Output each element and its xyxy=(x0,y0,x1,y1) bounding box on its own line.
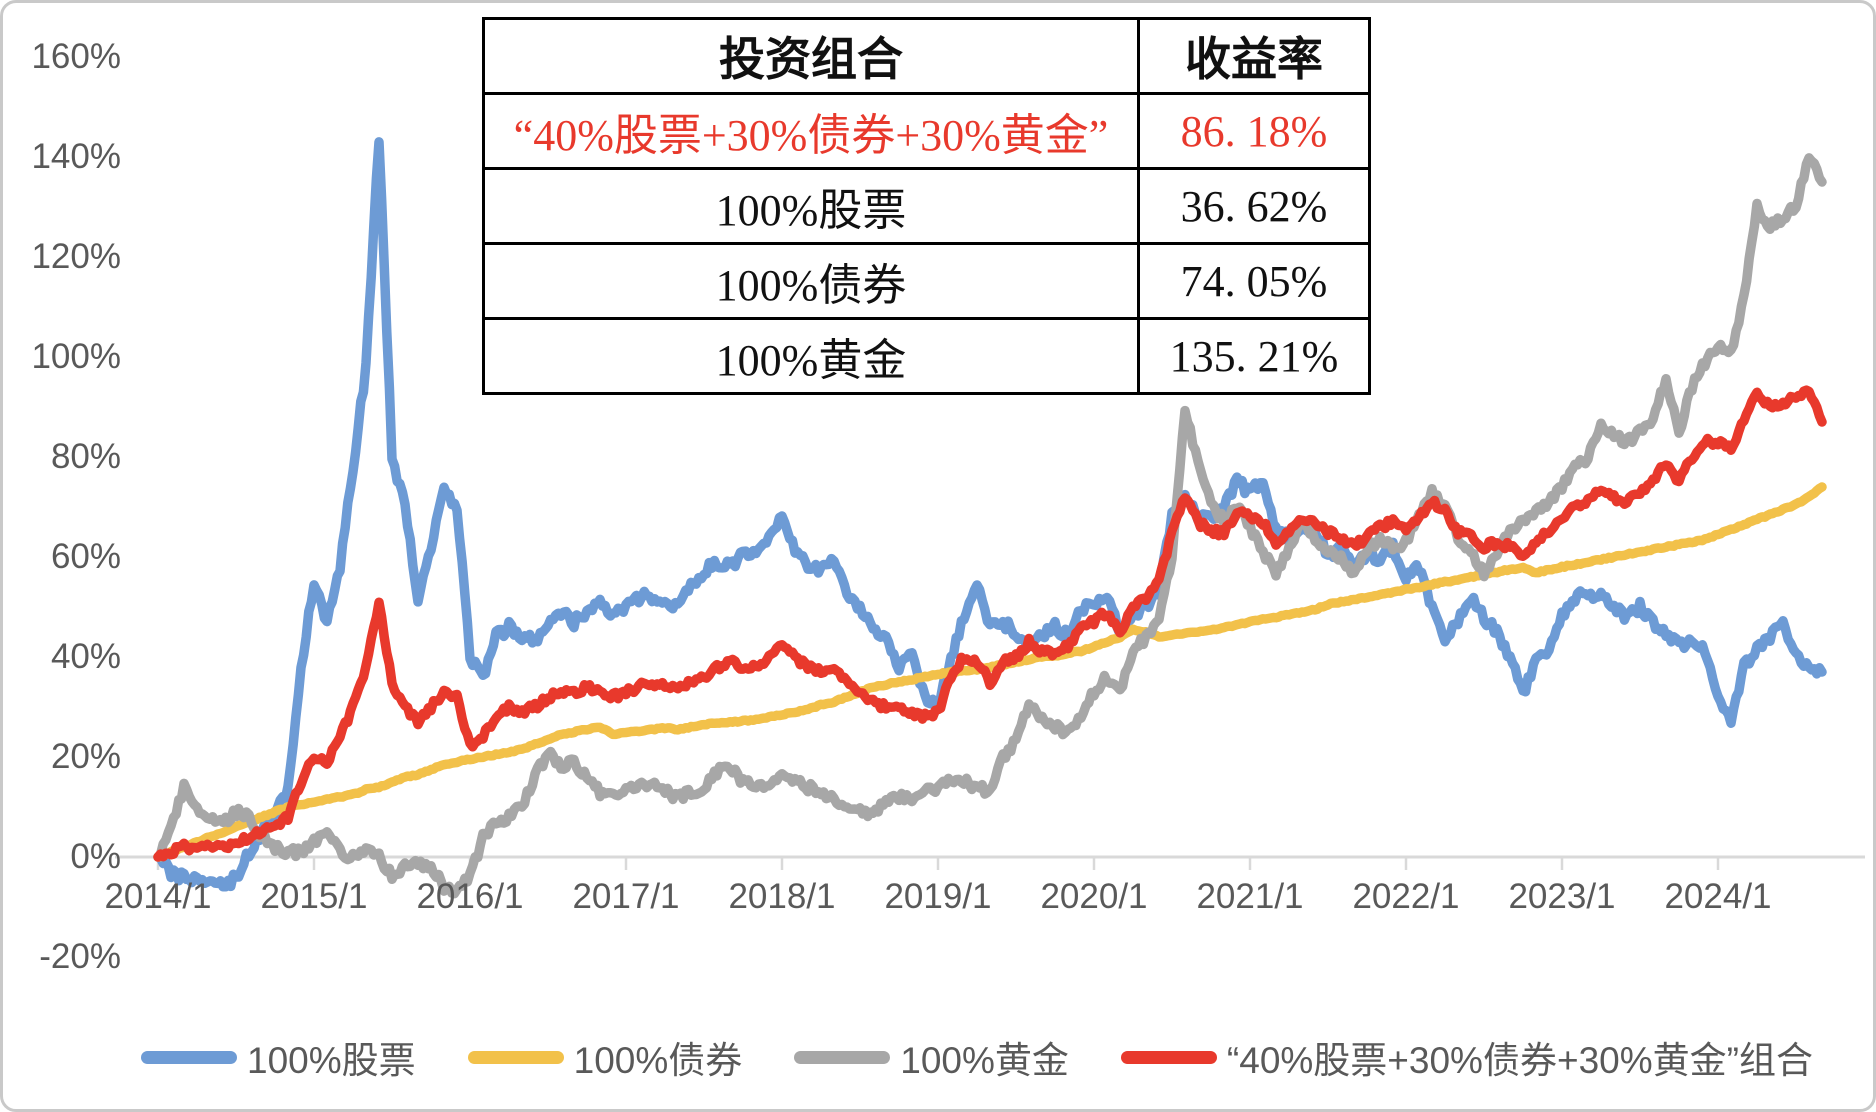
series-line-4 xyxy=(153,385,1827,862)
legend-item: 100%债券 xyxy=(467,1030,743,1084)
y-axis-tick-label: 40% xyxy=(50,637,121,676)
portfolio-name: 100%股票 xyxy=(482,167,1140,245)
table-row: 100%债券 74. 05% xyxy=(482,242,1371,320)
y-axis-tick-label: 160% xyxy=(31,37,121,76)
portfolio-return: 74. 05% xyxy=(1137,242,1371,320)
y-axis-tick-label: 0% xyxy=(70,837,121,876)
y-axis-tick-label: 80% xyxy=(50,437,121,476)
portfolio-return: 86. 18% xyxy=(1137,92,1371,170)
portfolio-return: 36. 62% xyxy=(1137,167,1371,245)
y-axis-tick-label: 20% xyxy=(50,737,121,776)
legend-item: 100%股票 xyxy=(141,1030,416,1084)
x-axis-tick-label: 2015/1 xyxy=(260,877,368,916)
y-axis-tick-label: 100% xyxy=(31,337,121,376)
legend-line-swatch xyxy=(141,1050,237,1064)
header-portfolio: 投资组合 xyxy=(482,17,1140,95)
returns-table: 投资组合 收益率 “40%股票+30%债券+30%黄金” 86. 18% 100… xyxy=(482,17,1371,395)
x-axis-tick-label: 2017/1 xyxy=(572,877,680,916)
series-line-3 xyxy=(153,153,1827,899)
chart-legend: 100%股票 100%债券 100%黄金 “40%股票+30%债券+30%黄金”组合 xyxy=(141,1031,1841,1083)
legend-item: “40%股票+30%债券+30%黄金”组合 xyxy=(1120,1030,1813,1084)
legend-item: 100%黄金 xyxy=(794,1030,1069,1084)
x-axis-tick-label: 2018/1 xyxy=(728,877,836,916)
y-axis-tick-label: 140% xyxy=(31,137,121,176)
legend-line-swatch xyxy=(794,1050,891,1064)
line-chart-canvas xyxy=(115,137,1865,899)
legend-label: “40%股票+30%债券+30%黄金”组合 xyxy=(1226,1040,1813,1081)
series-line-2 xyxy=(153,482,1827,862)
y-axis-tick-label: 120% xyxy=(31,237,121,276)
legend-label: 100%债券 xyxy=(573,1040,743,1081)
x-axis-tick-label: 2024/1 xyxy=(1664,877,1772,916)
legend-label: 100%股票 xyxy=(247,1040,416,1081)
x-axis-tick-label: 2021/1 xyxy=(1196,877,1304,916)
legend-label: 100%黄金 xyxy=(900,1040,1069,1081)
portfolio-name: 100%黄金 xyxy=(482,317,1140,395)
table-row: 100%黄金 135. 21% xyxy=(482,317,1371,395)
x-axis-tick-label: 2023/1 xyxy=(1508,877,1616,916)
header-return: 收益率 xyxy=(1137,17,1371,95)
x-axis-tick-label: 2019/1 xyxy=(884,877,992,916)
x-axis-tick-label: 2014/1 xyxy=(104,877,212,916)
table-row: 100%股票 36. 62% xyxy=(482,167,1371,245)
y-axis-tick-label: -20% xyxy=(39,937,121,976)
portfolio-return: 135. 21% xyxy=(1137,317,1371,395)
table-header-row: 投资组合 收益率 xyxy=(482,17,1371,95)
legend-line-swatch xyxy=(467,1050,564,1064)
y-axis-tick-label: 60% xyxy=(50,537,121,576)
series-line-1 xyxy=(153,137,1827,892)
legend-line-swatch xyxy=(1120,1050,1217,1064)
x-axis-tick-label: 2016/1 xyxy=(416,877,524,916)
x-axis-tick-label: 2022/1 xyxy=(1352,877,1460,916)
table-row: “40%股票+30%债券+30%黄金” 86. 18% xyxy=(482,92,1371,170)
portfolio-name: 100%债券 xyxy=(482,242,1140,320)
x-axis-tick-label: 2020/1 xyxy=(1040,877,1148,916)
portfolio-name: “40%股票+30%债券+30%黄金” xyxy=(482,92,1140,170)
